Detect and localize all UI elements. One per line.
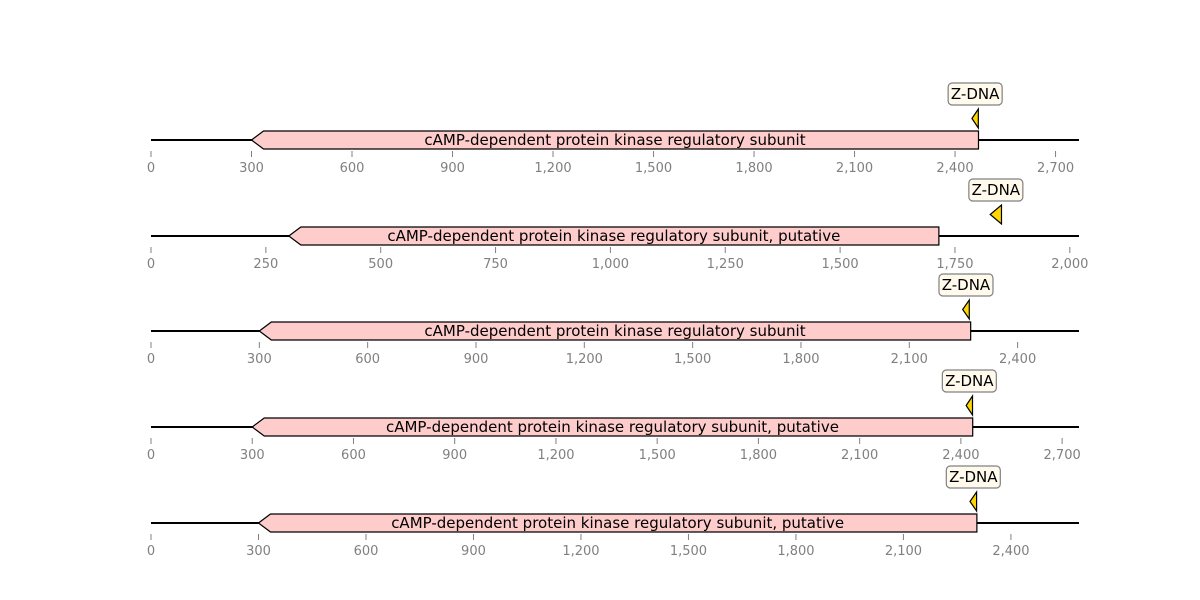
axis-tick-label: 300	[239, 161, 264, 176]
axis-tick-label: 1,500	[821, 257, 858, 272]
axis-tick-label: 2,400	[992, 544, 1029, 559]
axis-tick-label: 600	[340, 161, 365, 176]
axis-tick-label: 2,400	[999, 352, 1036, 367]
axis-tick-label: 2,400	[936, 161, 973, 176]
axis-tick-label: 900	[442, 448, 467, 463]
axis-tick-label: 1,000	[592, 257, 629, 272]
feature-arrow	[287, 226, 940, 246]
z-dna-site-marker	[969, 490, 978, 513]
axis-tick-label: 900	[464, 352, 489, 367]
axis-tick-label: 0	[147, 544, 155, 559]
axis-tick-label: 0	[147, 448, 155, 463]
axis-tick-label: 2,100	[885, 544, 922, 559]
z-dna-label: Z-DNA	[949, 468, 998, 486]
z-dna-label: Z-DNA	[945, 372, 994, 390]
axis-tick-label: 2,000	[1051, 257, 1088, 272]
axis-tick-label: 1,200	[537, 448, 574, 463]
z-dna-site-marker	[961, 298, 970, 321]
feature-label: cAMP-dependent protein kinase regulatory…	[424, 131, 805, 149]
axis-tick-label: 750	[483, 257, 508, 272]
z-dna-label: Z-DNA	[972, 181, 1021, 199]
axis-tick-label: 300	[240, 448, 265, 463]
axis-tick-label: 2,100	[836, 161, 873, 176]
axis-tick-label: 2,100	[841, 448, 878, 463]
axis-tick-label: 2,100	[891, 352, 928, 367]
z-dna-site-marker	[989, 203, 1003, 226]
axis-tick-label: 1,250	[707, 257, 744, 272]
axis-tick-label: 0	[147, 352, 155, 367]
z-dna-site-marker	[971, 107, 979, 130]
z-dna-label-box	[938, 273, 994, 297]
axis-tick-label: 250	[253, 257, 278, 272]
feature-arrow	[250, 130, 980, 150]
z-dna-label-box	[945, 465, 1001, 489]
axis-tick-label: 600	[355, 352, 380, 367]
z-dna-site-marker	[965, 394, 974, 417]
axis-tick-label: 900	[461, 544, 486, 559]
axis-tick-label: 1,500	[639, 448, 676, 463]
track-1: cAMP-dependent protein kinase regulatory…	[147, 82, 1079, 176]
track-5: cAMP-dependent protein kinase regulatory…	[147, 465, 1079, 559]
axis-tick-label: 1,200	[534, 161, 571, 176]
feature-arrow	[258, 321, 972, 341]
axis-tick-label: 900	[440, 161, 465, 176]
axis-tick-label: 0	[147, 257, 155, 272]
feature-label: cAMP-dependent protein kinase regulatory…	[386, 418, 839, 436]
axis-tick-label: 1,200	[562, 544, 599, 559]
axis-tick-label: 1,750	[936, 257, 973, 272]
feature-arrow	[251, 417, 974, 437]
z-dna-label: Z-DNA	[951, 85, 1000, 103]
z-dna-label-box	[941, 369, 997, 393]
axis-tick-label: 1,800	[782, 352, 819, 367]
feature-label: cAMP-dependent protein kinase regulatory…	[424, 322, 805, 340]
axis-tick-label: 300	[246, 544, 271, 559]
axis-tick-label: 600	[354, 544, 379, 559]
axis-tick-label: 500	[368, 257, 393, 272]
axis-tick-label: 2,400	[942, 448, 979, 463]
axis-tick-label: 0	[147, 161, 155, 176]
track-3: cAMP-dependent protein kinase regulatory…	[147, 273, 1079, 367]
z-dna-label-box	[968, 178, 1024, 202]
track-4: cAMP-dependent protein kinase regulatory…	[147, 369, 1081, 463]
axis-tick-label: 1,800	[735, 161, 772, 176]
axis-tick-label: 1,500	[635, 161, 672, 176]
axis-tick-label: 1,500	[674, 352, 711, 367]
z-dna-label: Z-DNA	[942, 276, 991, 294]
axis-tick-label: 1,500	[670, 544, 707, 559]
feature-label: cAMP-dependent protein kinase regulatory…	[387, 227, 840, 245]
z-dna-label-box	[947, 82, 1003, 106]
axis-tick-label: 2,700	[1044, 448, 1081, 463]
axis-tick-label: 300	[247, 352, 272, 367]
axis-tick-label: 1,800	[740, 448, 777, 463]
axis-tick-label: 1,200	[566, 352, 603, 367]
axis-tick-label: 2,700	[1037, 161, 1074, 176]
feature-label: cAMP-dependent protein kinase regulatory…	[391, 514, 844, 532]
track-2: cAMP-dependent protein kinase regulatory…	[147, 178, 1088, 272]
axis-tick-label: 600	[341, 448, 366, 463]
axis-tick-label: 1,800	[777, 544, 814, 559]
feature-arrow	[257, 513, 978, 533]
